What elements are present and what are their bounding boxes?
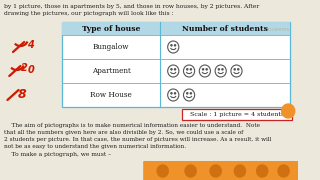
Circle shape	[190, 69, 191, 70]
Text: Type of house: Type of house	[82, 24, 140, 33]
Text: To make a pictograph, we must –: To make a pictograph, we must –	[4, 152, 111, 157]
FancyBboxPatch shape	[182, 109, 292, 120]
Circle shape	[157, 165, 168, 177]
FancyBboxPatch shape	[62, 22, 290, 35]
Text: 2: 2	[21, 63, 28, 73]
Circle shape	[174, 93, 176, 94]
Text: 8: 8	[18, 87, 27, 100]
Text: The aim of pictographs is to make numerical information easier to understand.  N: The aim of pictographs is to make numeri…	[4, 123, 271, 149]
Circle shape	[206, 69, 207, 70]
Circle shape	[210, 165, 221, 177]
Circle shape	[278, 165, 289, 177]
Circle shape	[238, 69, 239, 70]
Text: DIGIMITES: DIGIMITES	[268, 28, 290, 32]
Circle shape	[234, 69, 235, 70]
Text: Row House: Row House	[90, 91, 132, 99]
Text: 0: 0	[28, 65, 35, 75]
Circle shape	[282, 104, 295, 118]
Circle shape	[187, 93, 188, 94]
Circle shape	[234, 165, 245, 177]
Circle shape	[222, 69, 223, 70]
Circle shape	[171, 69, 172, 70]
Circle shape	[257, 165, 268, 177]
Circle shape	[187, 69, 188, 70]
Circle shape	[174, 45, 176, 46]
Text: 4: 4	[27, 40, 34, 50]
Text: Apartment: Apartment	[92, 67, 131, 75]
Circle shape	[185, 165, 196, 177]
Text: Number of students: Number of students	[182, 24, 268, 33]
Circle shape	[171, 93, 172, 94]
Circle shape	[174, 69, 176, 70]
Circle shape	[218, 69, 220, 70]
Text: by 1 picture, those in apartments by 5, and those in row houses, by 2 pictures. : by 1 picture, those in apartments by 5, …	[4, 4, 259, 16]
Circle shape	[203, 69, 204, 70]
Circle shape	[190, 93, 191, 94]
Text: Bungalow: Bungalow	[93, 43, 130, 51]
Text: Scale : 1 picture = 4 students: Scale : 1 picture = 4 students	[190, 112, 284, 117]
Circle shape	[171, 45, 172, 46]
FancyBboxPatch shape	[143, 161, 299, 180]
FancyBboxPatch shape	[62, 22, 290, 107]
